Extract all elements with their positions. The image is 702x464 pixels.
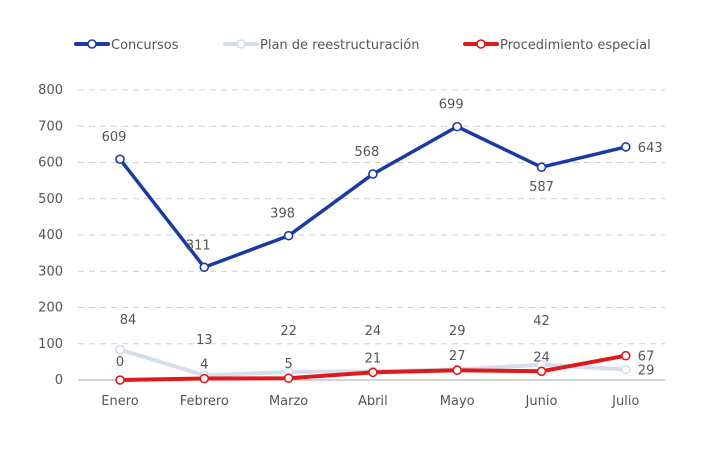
data-label: 0 [116, 355, 124, 370]
data-label: 24 [533, 350, 550, 365]
x-tick-label: Julio [611, 394, 639, 409]
y-axis-ticks: 0 100 200 300 400 500 600 700 800 [38, 83, 63, 388]
data-label: 29 [638, 363, 655, 378]
data-labels: 609 311 398 568 699 587 643 84 13 22 24 29 42 29 0 4 5 21… [102, 98, 663, 379]
data-point [115, 344, 125, 355]
data-label: 643 [638, 141, 663, 156]
data-point [115, 375, 125, 385]
data-label: 568 [354, 145, 379, 160]
y-tick-label: 700 [38, 119, 63, 134]
data-label: 42 [533, 314, 550, 329]
data-label: 22 [280, 324, 297, 339]
series-layer [115, 121, 631, 385]
y-tick-label: 400 [38, 228, 63, 243]
data-label: 84 [120, 313, 137, 328]
legend-label: Concursos [111, 38, 179, 53]
data-label: 13 [196, 333, 213, 348]
y-tick-label: 500 [38, 192, 63, 207]
data-point [452, 121, 463, 132]
data-label: 699 [439, 98, 464, 113]
data-point [620, 364, 631, 375]
y-tick-label: 600 [38, 156, 63, 171]
series-2 [115, 350, 631, 385]
legend-item: Plan de reestructuración [223, 38, 419, 53]
data-point [368, 169, 378, 179]
x-tick-label: Mayo [440, 394, 475, 409]
x-tick-label: Febrero [180, 394, 229, 409]
x-tick-label: Junio [525, 394, 558, 409]
x-tick-label: Enero [101, 394, 139, 409]
legend-item: Concursos [74, 38, 179, 53]
data-point [199, 262, 210, 273]
data-label: 67 [638, 350, 655, 365]
data-label: 311 [186, 238, 211, 253]
data-label: 29 [449, 324, 466, 339]
data-point [620, 142, 631, 152]
y-tick-label: 100 [38, 337, 63, 352]
x-tick-label: Abril [358, 394, 388, 409]
data-point [536, 366, 547, 377]
data-point [452, 365, 463, 376]
data-label: 587 [529, 180, 554, 195]
data-point [199, 373, 210, 384]
y-tick-label: 200 [38, 301, 63, 316]
legend-label: Procedimiento especial [500, 38, 651, 53]
data-point [115, 154, 125, 165]
y-tick-label: 0 [55, 373, 63, 388]
legend-item: Procedimiento especial [463, 38, 651, 53]
y-tick-label: 300 [38, 264, 63, 279]
data-label: 24 [365, 324, 382, 339]
x-tick-label: Marzo [269, 394, 308, 409]
data-label: 5 [284, 357, 292, 372]
legend-marker [236, 39, 246, 49]
y-tick-label: 800 [38, 83, 63, 98]
data-point [283, 230, 294, 241]
data-point [620, 350, 631, 361]
x-axis-ticks: Enero Febrero Marzo Abril Mayo Junio Julio [101, 394, 639, 409]
series-0 [115, 121, 631, 273]
data-point [368, 367, 378, 378]
data-label: 21 [365, 351, 382, 366]
data-label: 609 [102, 130, 127, 145]
legend-label: Plan de reestructuración [260, 38, 419, 53]
data-label: 4 [200, 358, 208, 373]
data-label: 398 [270, 207, 295, 222]
data-point [536, 162, 547, 173]
legend-marker [476, 39, 486, 49]
legend: Concursos Plan de reestructuración Procedi… [74, 38, 651, 53]
data-label: 27 [449, 349, 466, 364]
data-point [283, 373, 294, 383]
legend-marker [87, 39, 97, 49]
